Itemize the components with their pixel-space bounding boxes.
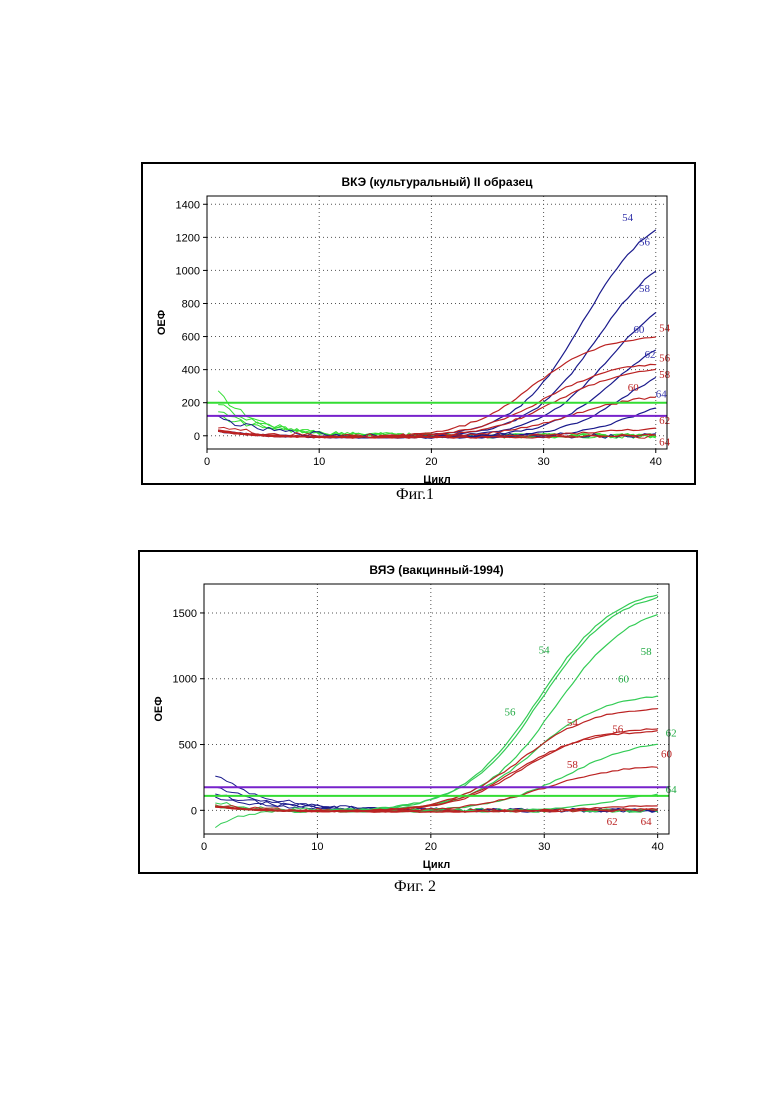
series-line-58 <box>218 313 656 438</box>
series-label-58: 58 <box>641 646 653 658</box>
x-axis-label: Цикл <box>423 474 450 483</box>
series-label-60: 60 <box>628 382 640 394</box>
figure-2-caption: Фиг. 2 <box>0 878 780 896</box>
series-line-54 <box>218 337 656 437</box>
x-tick-label: 30 <box>537 456 549 468</box>
plot-area <box>215 595 657 828</box>
series-label-54: 54 <box>622 212 634 224</box>
y-tick-label: 1000 <box>173 674 197 686</box>
plot-border <box>207 196 667 449</box>
x-tick-label: 40 <box>652 841 664 853</box>
chart-figure-1: ВКЭ (культуральный) II образец 54 56 58 60 62… <box>141 162 696 485</box>
figure-1-caption: Фиг.1 <box>0 486 780 504</box>
x-tick-label: 20 <box>425 456 437 468</box>
series-label-64: 64 <box>666 784 678 796</box>
y-tick-label: 0 <box>191 805 197 817</box>
series-label-54: 54 <box>659 323 671 335</box>
baseline-series-line <box>215 776 657 812</box>
chart-1-svg: ВКЭ (культуральный) II образец 54 56 58 60 62… <box>143 164 694 483</box>
series-label-58: 58 <box>659 369 671 381</box>
series-label-54: 54 <box>567 717 579 729</box>
series-label-62: 62 <box>666 728 677 740</box>
x-tick-label: 0 <box>204 456 210 468</box>
plot-area <box>218 230 656 438</box>
y-tick-label: 200 <box>182 398 200 410</box>
series-label-58: 58 <box>639 283 651 295</box>
chart-2-svg: ВЯЭ (вакцинный-1994) 54 56 58 60 62 64 54 56 58 60… <box>140 552 696 872</box>
y-tick-label: 400 <box>182 365 200 377</box>
series-label-64: 64 <box>659 437 671 449</box>
chart-figure-2: ВЯЭ (вакцинный-1994) 54 56 58 60 62 64 54 56 58 60… <box>138 550 698 874</box>
y-axis-label: ОЕФ <box>156 310 168 335</box>
y-tick-label: 500 <box>179 740 197 752</box>
series-label-58: 58 <box>567 759 579 771</box>
x-tick-label: 40 <box>650 456 662 468</box>
series-label-56: 56 <box>639 237 651 249</box>
series-line-60 <box>215 696 657 812</box>
series-line-60 <box>218 350 656 438</box>
chart-title: ВКЭ (культуральный) II образец <box>341 175 533 189</box>
y-tick-label: 1000 <box>176 265 200 277</box>
series-label-60: 60 <box>661 749 673 761</box>
series-label-54: 54 <box>539 645 551 657</box>
y-tick-label: 1400 <box>176 199 200 211</box>
y-tick-label: 0 <box>194 431 200 443</box>
series-line-58 <box>215 729 657 812</box>
x-tick-label: 0 <box>201 841 207 853</box>
series-label-62: 62 <box>607 816 618 828</box>
y-tick-label: 600 <box>182 332 200 344</box>
x-axis-label: Цикл <box>423 859 450 871</box>
series-line-54 <box>215 595 657 811</box>
y-tick-label: 1200 <box>176 232 200 244</box>
series-label-64: 64 <box>656 389 668 401</box>
series-label-60: 60 <box>618 674 630 686</box>
x-tick-label: 10 <box>313 456 325 468</box>
y-axis-label: ОЕФ <box>153 696 165 721</box>
series-line-56 <box>218 271 656 438</box>
series-label-56: 56 <box>505 707 517 719</box>
series-label-56: 56 <box>612 724 624 736</box>
y-tick-label: 1500 <box>173 608 197 620</box>
series-line-54 <box>218 230 656 438</box>
chart-title: ВЯЭ (вакцинный-1994) <box>369 563 503 577</box>
series-label-56: 56 <box>659 352 671 364</box>
series-label-62: 62 <box>645 349 656 361</box>
y-tick-label: 800 <box>182 298 200 310</box>
series-label-60: 60 <box>633 324 645 336</box>
x-tick-label: 30 <box>538 841 550 853</box>
series-line-56 <box>215 731 657 812</box>
series-label-64: 64 <box>641 816 653 828</box>
series-line-56 <box>215 597 657 811</box>
x-tick-label: 10 <box>311 841 323 853</box>
x-tick-label: 20 <box>425 841 437 853</box>
series-label-62: 62 <box>659 415 670 427</box>
